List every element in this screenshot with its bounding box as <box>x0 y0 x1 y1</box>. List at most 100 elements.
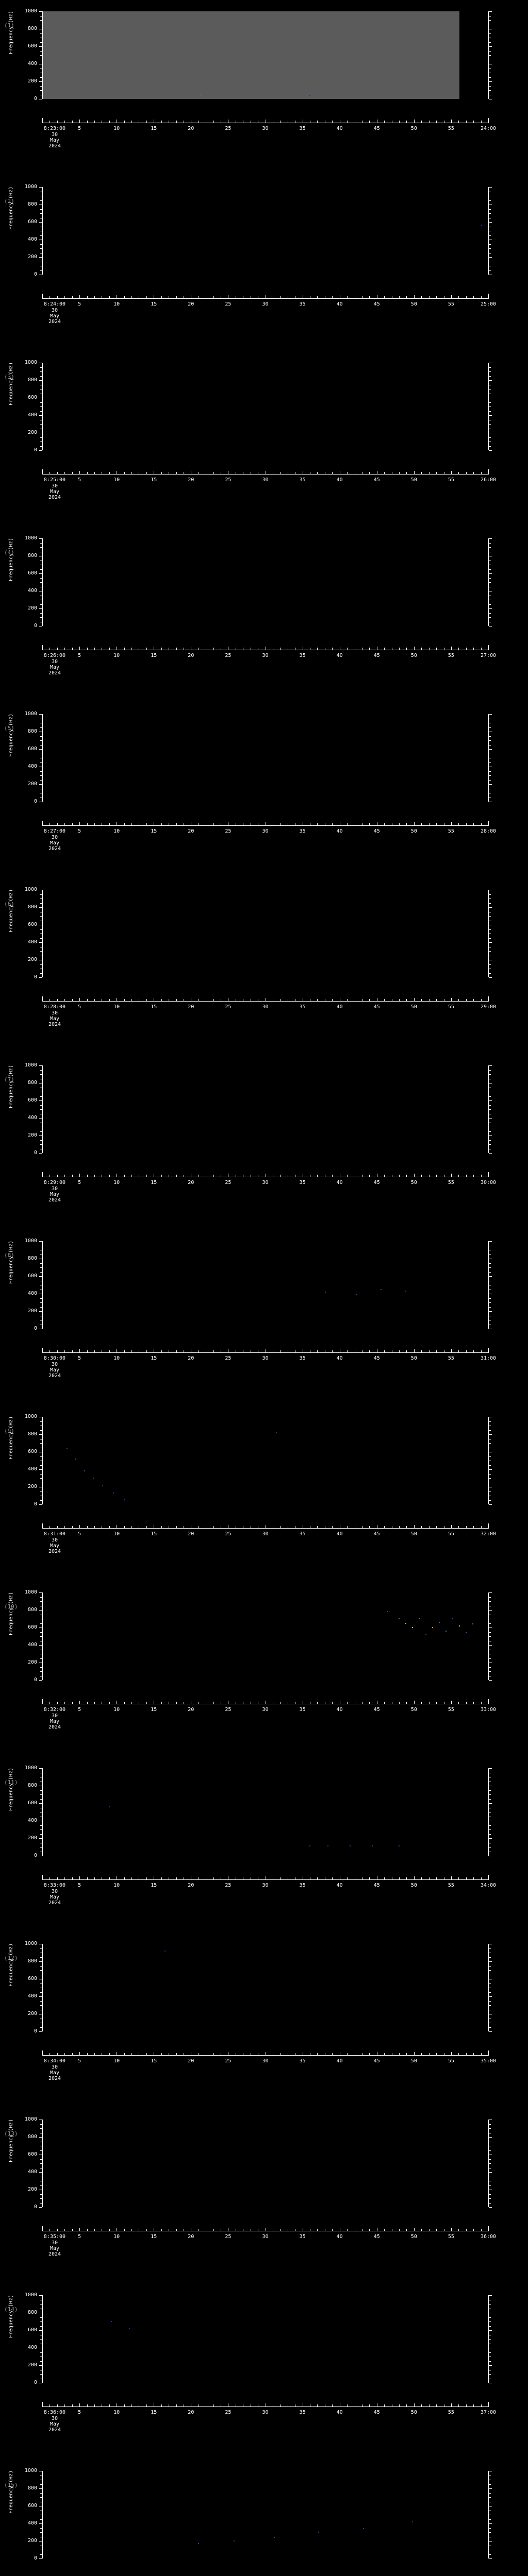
spectrogram-point <box>325 1291 326 1293</box>
y-tick-right <box>489 2031 492 2032</box>
x-tick <box>428 1702 430 1704</box>
x-tick <box>458 296 459 298</box>
spectrogram-point <box>387 1611 389 1613</box>
x-tick <box>466 472 467 474</box>
y-tick-label: 1000 <box>24 2468 37 2473</box>
x-tick <box>399 999 400 1001</box>
x-tick <box>64 648 65 650</box>
y-tick <box>40 1105 42 1106</box>
x-axis-cap <box>42 2402 43 2406</box>
y-tick-right <box>489 1276 492 1277</box>
x-tick <box>64 2229 65 2231</box>
x-tick <box>466 2053 467 2055</box>
x-tick <box>64 2053 65 2055</box>
x-tick <box>458 472 459 474</box>
x-tick <box>466 2229 467 2231</box>
y-tick <box>40 1478 42 1479</box>
x-tick-label: 15 <box>151 1004 157 1010</box>
y-tick-right <box>489 248 491 249</box>
y-tick-right <box>489 235 491 236</box>
x-tick <box>436 1877 437 1879</box>
panel-inner: 0 200 400 600 800 1000 (2) Frequency (Hz) 5 10 15 2… <box>0 176 528 351</box>
y-tick-label: 0 <box>34 2028 37 2034</box>
x-tick <box>458 648 459 650</box>
y-tick <box>39 187 42 188</box>
x-tick <box>406 1877 407 1879</box>
y-tick-right <box>489 727 491 728</box>
x-tick <box>176 999 177 1001</box>
x-tick <box>109 296 110 298</box>
y-tick <box>40 1272 42 1273</box>
x-tick-label: 40 <box>336 1531 343 1537</box>
x-axis-end-label: 35:00 <box>480 2058 497 2064</box>
y-tick <box>40 406 42 407</box>
x-tick <box>64 296 65 298</box>
x-tick <box>79 2052 80 2055</box>
y-tick-label: 800 <box>27 553 37 558</box>
x-tick <box>428 1526 430 1528</box>
panel-index-label: (9) <box>4 1428 14 1434</box>
y-tick <box>39 608 42 609</box>
y-tick <box>40 2150 42 2151</box>
x-tick-label: 5 <box>78 1883 81 1888</box>
y-tick-label: 400 <box>27 588 37 594</box>
x-tick <box>317 1350 318 1352</box>
x-axis-start-label: 8:36:00 <box>43 2410 66 2415</box>
y-tick-label: 0 <box>34 623 37 629</box>
y-tick-label: 800 <box>27 1080 37 1086</box>
x-tick <box>176 2053 177 2055</box>
y-tick-label: 400 <box>27 1993 37 1999</box>
y-tick-label: 1000 <box>24 1765 37 1771</box>
x-tick-label: 55 <box>448 301 454 307</box>
y-tick-label: 200 <box>27 1308 37 1314</box>
spectrogram-surface <box>42 714 488 802</box>
y-tick-right <box>489 1961 492 1962</box>
y-tick <box>40 903 42 904</box>
y-tick <box>40 2374 42 2375</box>
x-tick-label: 25 <box>225 828 232 834</box>
x-axis-cap <box>488 821 489 825</box>
x-tick <box>161 2229 162 2231</box>
x-tick-label: 40 <box>336 1355 343 1361</box>
panel-inner: 0 200 400 600 800 1000 (11) Frequency (Hz) 5 10 15… <box>0 1757 528 1933</box>
x-tick-label: 10 <box>113 2058 120 2064</box>
x-tick <box>369 1877 370 1879</box>
y-tick-right <box>489 1847 491 1848</box>
y-axis-left-spine <box>42 1944 43 2031</box>
x-tick-label: 20 <box>188 1531 194 1537</box>
y-tick <box>40 1965 42 1967</box>
x-tick <box>146 472 147 474</box>
x-tick-label: 25 <box>225 1531 232 1537</box>
x-tick-label: 40 <box>336 1883 343 1888</box>
spectrogram-point <box>472 1623 473 1625</box>
y-tick-right <box>489 613 491 614</box>
y-axis-title: Frequency (Hz) <box>8 537 14 582</box>
x-tick <box>473 1877 474 1879</box>
panel-inner: 0 200 400 600 800 1000 (4) Frequency (Hz) 5 10 15 2… <box>0 527 528 703</box>
x-tick <box>72 1526 73 1528</box>
y-tick <box>40 1601 42 1602</box>
x-tick <box>428 296 430 298</box>
y-tick-right <box>489 2198 491 2199</box>
x-tick <box>451 295 452 298</box>
y-tick-label: 400 <box>27 1818 37 1823</box>
y-tick-label: 200 <box>27 2187 37 2192</box>
x-axis-cap <box>42 2050 43 2055</box>
y-axis-right-spine <box>488 714 489 802</box>
y-axis-left-spine <box>42 538 43 626</box>
y-tick-right <box>489 376 491 377</box>
y-tick <box>40 244 42 245</box>
x-tick <box>317 2404 318 2406</box>
y-tick-label: 800 <box>27 1607 37 1613</box>
y-tick-right <box>489 1671 491 1672</box>
x-tick-label: 50 <box>410 1707 417 1713</box>
x-tick <box>72 2404 73 2406</box>
x-tick <box>124 2404 125 2406</box>
x-tick <box>94 823 95 825</box>
x-tick <box>79 1349 80 1352</box>
x-tick <box>399 823 400 825</box>
y-axis-right-spine <box>488 538 489 626</box>
x-tick-label: 50 <box>410 2234 417 2240</box>
x-tick <box>57 823 58 825</box>
y-tick-right <box>489 1298 491 1299</box>
